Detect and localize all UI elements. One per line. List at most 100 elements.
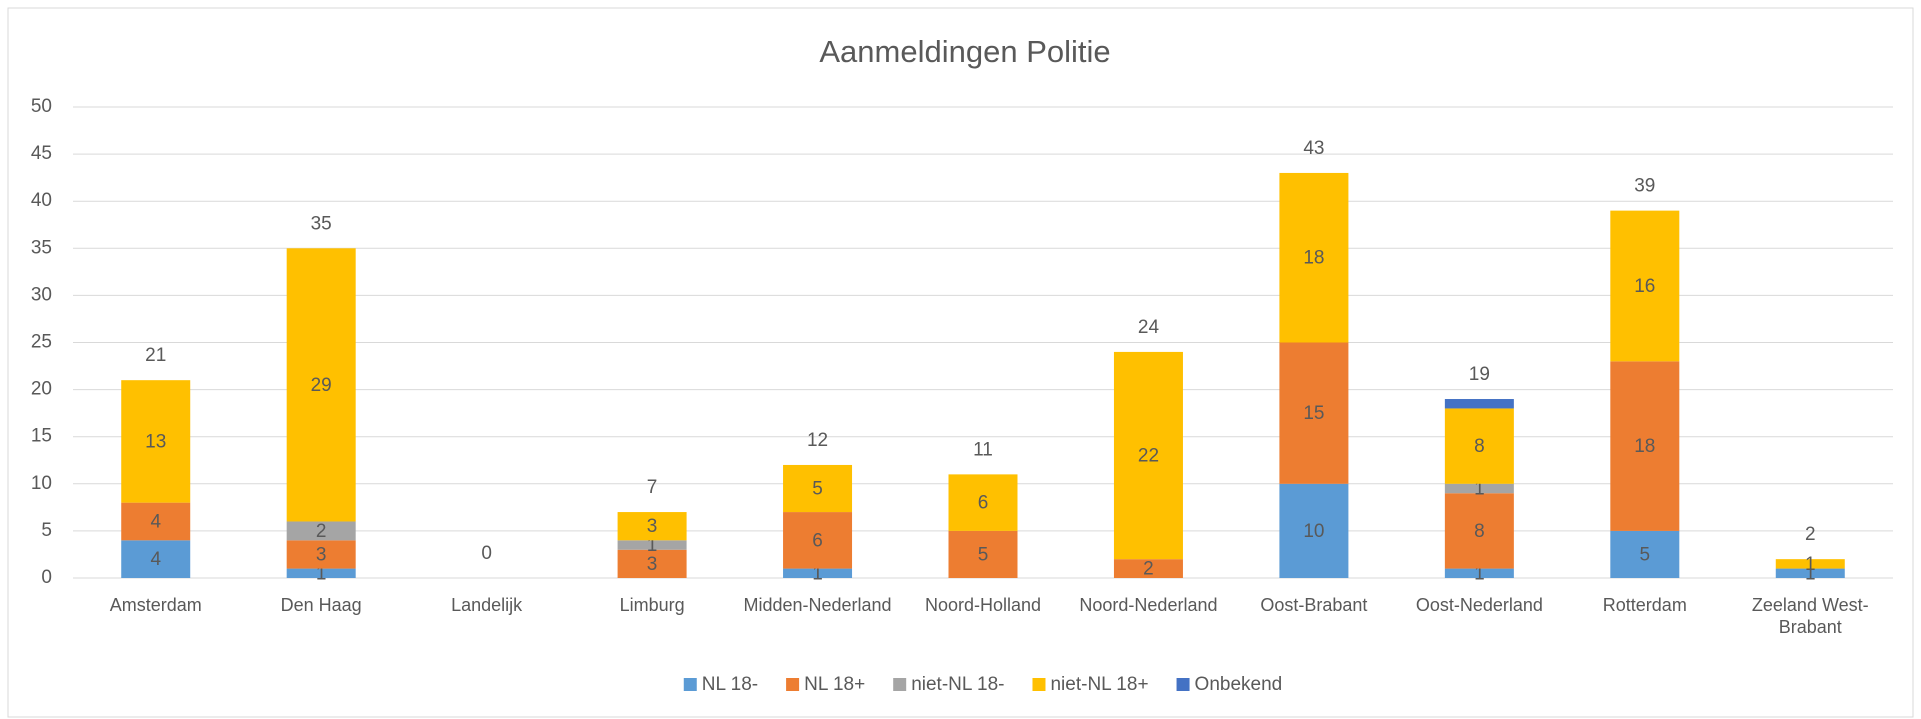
total-label: 7 bbox=[647, 477, 658, 498]
data-label: 1 bbox=[316, 563, 327, 584]
legend-swatch bbox=[893, 678, 907, 691]
y-tick-label: 20 bbox=[31, 379, 52, 400]
data-label: 1 bbox=[1805, 563, 1816, 584]
x-tick-label: Midden-Nederland bbox=[743, 595, 892, 615]
y-tick-label: 25 bbox=[31, 332, 52, 353]
y-tick-label: 50 bbox=[31, 96, 52, 117]
bar-segment bbox=[1775, 568, 1845, 578]
bar-segment bbox=[783, 512, 853, 569]
bar-segment bbox=[1444, 568, 1514, 578]
x-tick-label: Limburg bbox=[619, 595, 685, 615]
y-tick-label: 30 bbox=[31, 284, 52, 305]
x-tick-label: Rotterdam bbox=[1602, 595, 1687, 615]
data-label: 18 bbox=[1303, 248, 1324, 269]
legend-label: NL 18+ bbox=[804, 674, 865, 695]
data-label: 3 bbox=[647, 554, 658, 575]
data-label: 8 bbox=[1474, 436, 1485, 457]
data-label: 1 bbox=[1805, 554, 1816, 575]
total-label: 2 bbox=[1805, 524, 1816, 545]
data-label: 10 bbox=[1303, 521, 1324, 542]
data-label: 6 bbox=[978, 493, 989, 514]
data-label: 16 bbox=[1634, 276, 1655, 297]
bar-segment bbox=[1444, 399, 1514, 409]
y-tick-label: 10 bbox=[31, 473, 52, 494]
x-tick-label: Oost-Brabant bbox=[1260, 595, 1368, 615]
legend-swatch bbox=[786, 678, 800, 691]
total-label: 12 bbox=[807, 430, 828, 451]
total-label: 0 bbox=[481, 543, 492, 564]
x-tick-label: Noord-Nederland bbox=[1079, 595, 1218, 615]
legend-swatch bbox=[1176, 678, 1190, 691]
data-label: 15 bbox=[1303, 403, 1324, 424]
total-label: 19 bbox=[1469, 364, 1490, 385]
x-tick-label: Noord-Holland bbox=[924, 595, 1042, 615]
total-label: 11 bbox=[973, 439, 993, 460]
y-tick-label: 0 bbox=[41, 567, 52, 588]
bar-segment bbox=[617, 512, 687, 541]
bar-segment bbox=[1444, 493, 1514, 569]
bar-segment bbox=[783, 464, 853, 513]
bar-segment bbox=[948, 530, 1018, 578]
bar-segment bbox=[783, 568, 853, 578]
legend-swatch bbox=[1032, 678, 1046, 691]
bar-segment bbox=[1279, 483, 1349, 578]
data-label: 2 bbox=[316, 521, 327, 542]
x-tick-label: Den Haag bbox=[280, 595, 362, 615]
legend-label: niet-NL 18+ bbox=[1050, 674, 1148, 695]
data-label: 1 bbox=[1474, 479, 1485, 500]
data-label: 1 bbox=[812, 563, 823, 584]
data-label: 3 bbox=[647, 516, 658, 537]
bar-segment bbox=[121, 540, 191, 578]
bar-segment bbox=[286, 568, 356, 578]
bar-segment bbox=[1279, 342, 1349, 484]
data-label: 5 bbox=[978, 544, 989, 565]
bar-segment bbox=[617, 540, 687, 550]
y-tick-label: 40 bbox=[31, 190, 52, 211]
bar-segment bbox=[1610, 530, 1680, 578]
y-tick-label: 45 bbox=[31, 143, 52, 164]
x-tick-label: Zeeland West-Brabant bbox=[1751, 595, 1869, 637]
legend-label: Onbekend bbox=[1195, 674, 1283, 695]
data-label: 1 bbox=[647, 535, 658, 556]
legend-swatch bbox=[683, 678, 697, 691]
y-tick-label: 35 bbox=[31, 237, 52, 258]
data-label: 22 bbox=[1138, 446, 1159, 467]
data-label: 4 bbox=[150, 511, 161, 532]
total-label: 43 bbox=[1303, 138, 1324, 159]
bar-segment bbox=[1444, 483, 1514, 494]
bar-segment bbox=[121, 380, 191, 503]
total-label: 24 bbox=[1138, 317, 1160, 338]
legend-label: niet-NL 18- bbox=[911, 674, 1004, 695]
data-label: 3 bbox=[316, 544, 327, 565]
data-label: 1 bbox=[1474, 563, 1485, 584]
data-label: 8 bbox=[1474, 521, 1485, 542]
bar-segment bbox=[1113, 559, 1183, 578]
bar-segment bbox=[1610, 361, 1680, 531]
bar-segment bbox=[1444, 408, 1514, 484]
bar-segment bbox=[1610, 210, 1680, 362]
x-tick-label: Amsterdam bbox=[109, 595, 202, 615]
data-label: 6 bbox=[812, 530, 823, 551]
bar-segment bbox=[286, 540, 356, 569]
x-tick-label: Landelijk bbox=[451, 595, 523, 615]
total-label: 21 bbox=[145, 345, 166, 366]
total-label: 39 bbox=[1634, 176, 1655, 197]
bar-segment bbox=[1279, 172, 1349, 343]
x-tick-label: Oost-Nederland bbox=[1415, 595, 1543, 615]
bar-segment bbox=[1775, 559, 1845, 569]
data-label: 29 bbox=[311, 375, 332, 396]
data-label: 4 bbox=[150, 549, 161, 570]
bar-segment bbox=[286, 521, 356, 541]
bar-segment bbox=[286, 248, 356, 522]
bar-segment bbox=[948, 474, 1018, 531]
y-tick-label: 5 bbox=[41, 520, 52, 541]
total-label: 35 bbox=[311, 213, 332, 234]
data-label: 5 bbox=[812, 479, 823, 500]
legend-label: NL 18- bbox=[702, 674, 758, 695]
bar-segment bbox=[121, 502, 191, 541]
data-label: 2 bbox=[1143, 559, 1154, 580]
y-tick-label: 15 bbox=[31, 426, 52, 447]
bar-segment bbox=[617, 549, 687, 578]
